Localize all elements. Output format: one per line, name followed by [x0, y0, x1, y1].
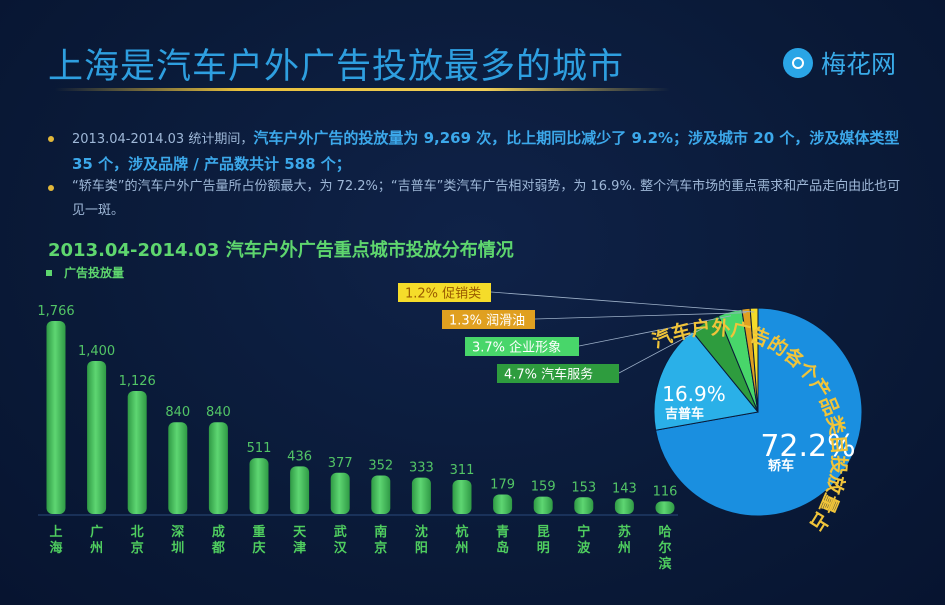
- bar-value-label: 311: [450, 463, 475, 478]
- bar: [574, 497, 594, 514]
- callout-box: [465, 337, 579, 356]
- bar-value-label: 436: [287, 449, 312, 464]
- bar-value-label: 159: [531, 480, 556, 495]
- bar-chart-legend: 广告投放量: [46, 264, 124, 281]
- bar-category-label: 青岛: [496, 524, 509, 556]
- bar-category-label: 宁波: [577, 524, 591, 556]
- bar: [452, 480, 472, 514]
- bar-value-label: 1,766: [37, 304, 74, 319]
- callout-leader-line: [534, 312, 747, 320]
- bar: [127, 390, 147, 514]
- bullet-dot-icon: [48, 136, 54, 142]
- bar-value-label: 840: [165, 405, 190, 420]
- callout-label: 4.7% 汽车服务: [504, 367, 593, 383]
- bar-category-label: 重庆: [251, 524, 265, 556]
- bar-category-label: 广州: [89, 524, 103, 556]
- pie-slice-percent: 16.9%: [662, 382, 726, 406]
- bar-category-label: 杭州: [454, 524, 468, 556]
- callout-leader-line: [618, 325, 708, 374]
- bar-value-label: 143: [612, 481, 637, 496]
- brand[interactable]: 梅花网: [783, 45, 896, 81]
- pie-slice-name: 吉普车: [665, 406, 704, 422]
- bar-category-label: 成都: [211, 524, 225, 556]
- pie-callout: 3.7% 企业形象: [465, 315, 732, 356]
- callout-label: 3.7% 企业形象: [472, 340, 561, 356]
- bar-category-label: 天津: [293, 525, 307, 556]
- bar: [87, 360, 107, 514]
- pie-callout: 4.7% 汽车服务: [497, 325, 708, 383]
- bar-category-label: 深圳: [171, 524, 184, 556]
- pie-slice: [653, 330, 759, 431]
- bar-category-label: 哈尔滨: [658, 524, 671, 572]
- bar-category-label: 武汉: [334, 524, 348, 556]
- bar: [290, 466, 310, 514]
- pie-callout: 1.3% 润滑油: [442, 310, 747, 329]
- bar-value-label: 840: [206, 405, 231, 420]
- bar-value-label: 352: [368, 459, 393, 474]
- bar-category-label: 北京: [131, 525, 144, 556]
- title-underline: [55, 88, 670, 91]
- bullet-dot-icon: [48, 185, 54, 191]
- page-title: 上海是汽车户外广告投放最多的城市: [48, 47, 625, 87]
- bar: [655, 501, 675, 514]
- bar: [614, 498, 634, 514]
- bar: [493, 494, 513, 514]
- summary-bullet-1: 2013.04-2014.03 统计期间，汽车户外广告的投放量为 9,269 次…: [48, 126, 902, 178]
- summary-bullet-2-text: “轿车类”的汽车户外广告量所占份额最大，为 72.2%；“吉普车”类汽车广告相对…: [72, 179, 901, 218]
- callout-box: [442, 310, 535, 329]
- callout-box: [398, 283, 491, 302]
- plum-blossom-logo-icon: [783, 48, 813, 78]
- bar: [371, 475, 391, 514]
- bar-value-label: 1,126: [119, 374, 156, 389]
- bar-chart-title: 2013.04-2014.03 汽车户外广告重点城市投放分布情况: [48, 240, 514, 261]
- bar-category-label: 南京: [374, 524, 387, 556]
- bar-value-label: 153: [571, 480, 596, 495]
- bar-category-label: 苏州: [617, 524, 631, 556]
- pie-callout: 1.2% 促销类: [398, 283, 755, 313]
- bar-category-label: 上海: [49, 525, 62, 556]
- brand-name: 梅花网: [821, 50, 897, 79]
- legend-label: 广告投放量: [64, 266, 125, 280]
- pie-slice-name: 轿车: [768, 458, 794, 474]
- bar: [411, 477, 431, 514]
- bar: [168, 422, 188, 514]
- callout-leader-line: [490, 291, 755, 313]
- bar: [249, 458, 269, 514]
- bar-value-label: 1,400: [78, 344, 115, 359]
- callout-label: 1.3% 润滑油: [449, 314, 525, 329]
- callout-leader-line: [578, 315, 732, 347]
- bar: [330, 472, 350, 514]
- pie-slice: [749, 307, 759, 413]
- bar-value-label: 377: [328, 456, 353, 471]
- pie-slice: [655, 307, 863, 517]
- summary-bullet-1-highlight: 汽车户外广告的投放量为 9,269 次，比上期同比减少了 9.2%；涉及城市 2…: [72, 129, 900, 173]
- bar-value-label: 511: [247, 441, 272, 456]
- bar-value-label: 179: [490, 477, 515, 492]
- legend-swatch: [46, 269, 52, 276]
- bar-category-label: 沈阳: [415, 524, 428, 556]
- pie-slice-percent: 72.2%: [760, 429, 855, 464]
- bar-value-label: 116: [653, 484, 678, 499]
- callout-box: [497, 364, 619, 383]
- bar: [208, 422, 228, 514]
- bar: [46, 321, 66, 514]
- bar-value-label: 333: [409, 461, 434, 476]
- bar-category-label: 昆明: [537, 524, 550, 556]
- callout-label: 1.2% 促销类: [405, 287, 481, 302]
- bar: [533, 496, 553, 514]
- summary-bullet-2: “轿车类”的汽车户外广告量所占份额最大，为 72.2%；“吉普车”类汽车广告相对…: [48, 175, 902, 223]
- summary-bullet-1-prefix: 2013.04-2014.03 统计期间，: [72, 132, 254, 147]
